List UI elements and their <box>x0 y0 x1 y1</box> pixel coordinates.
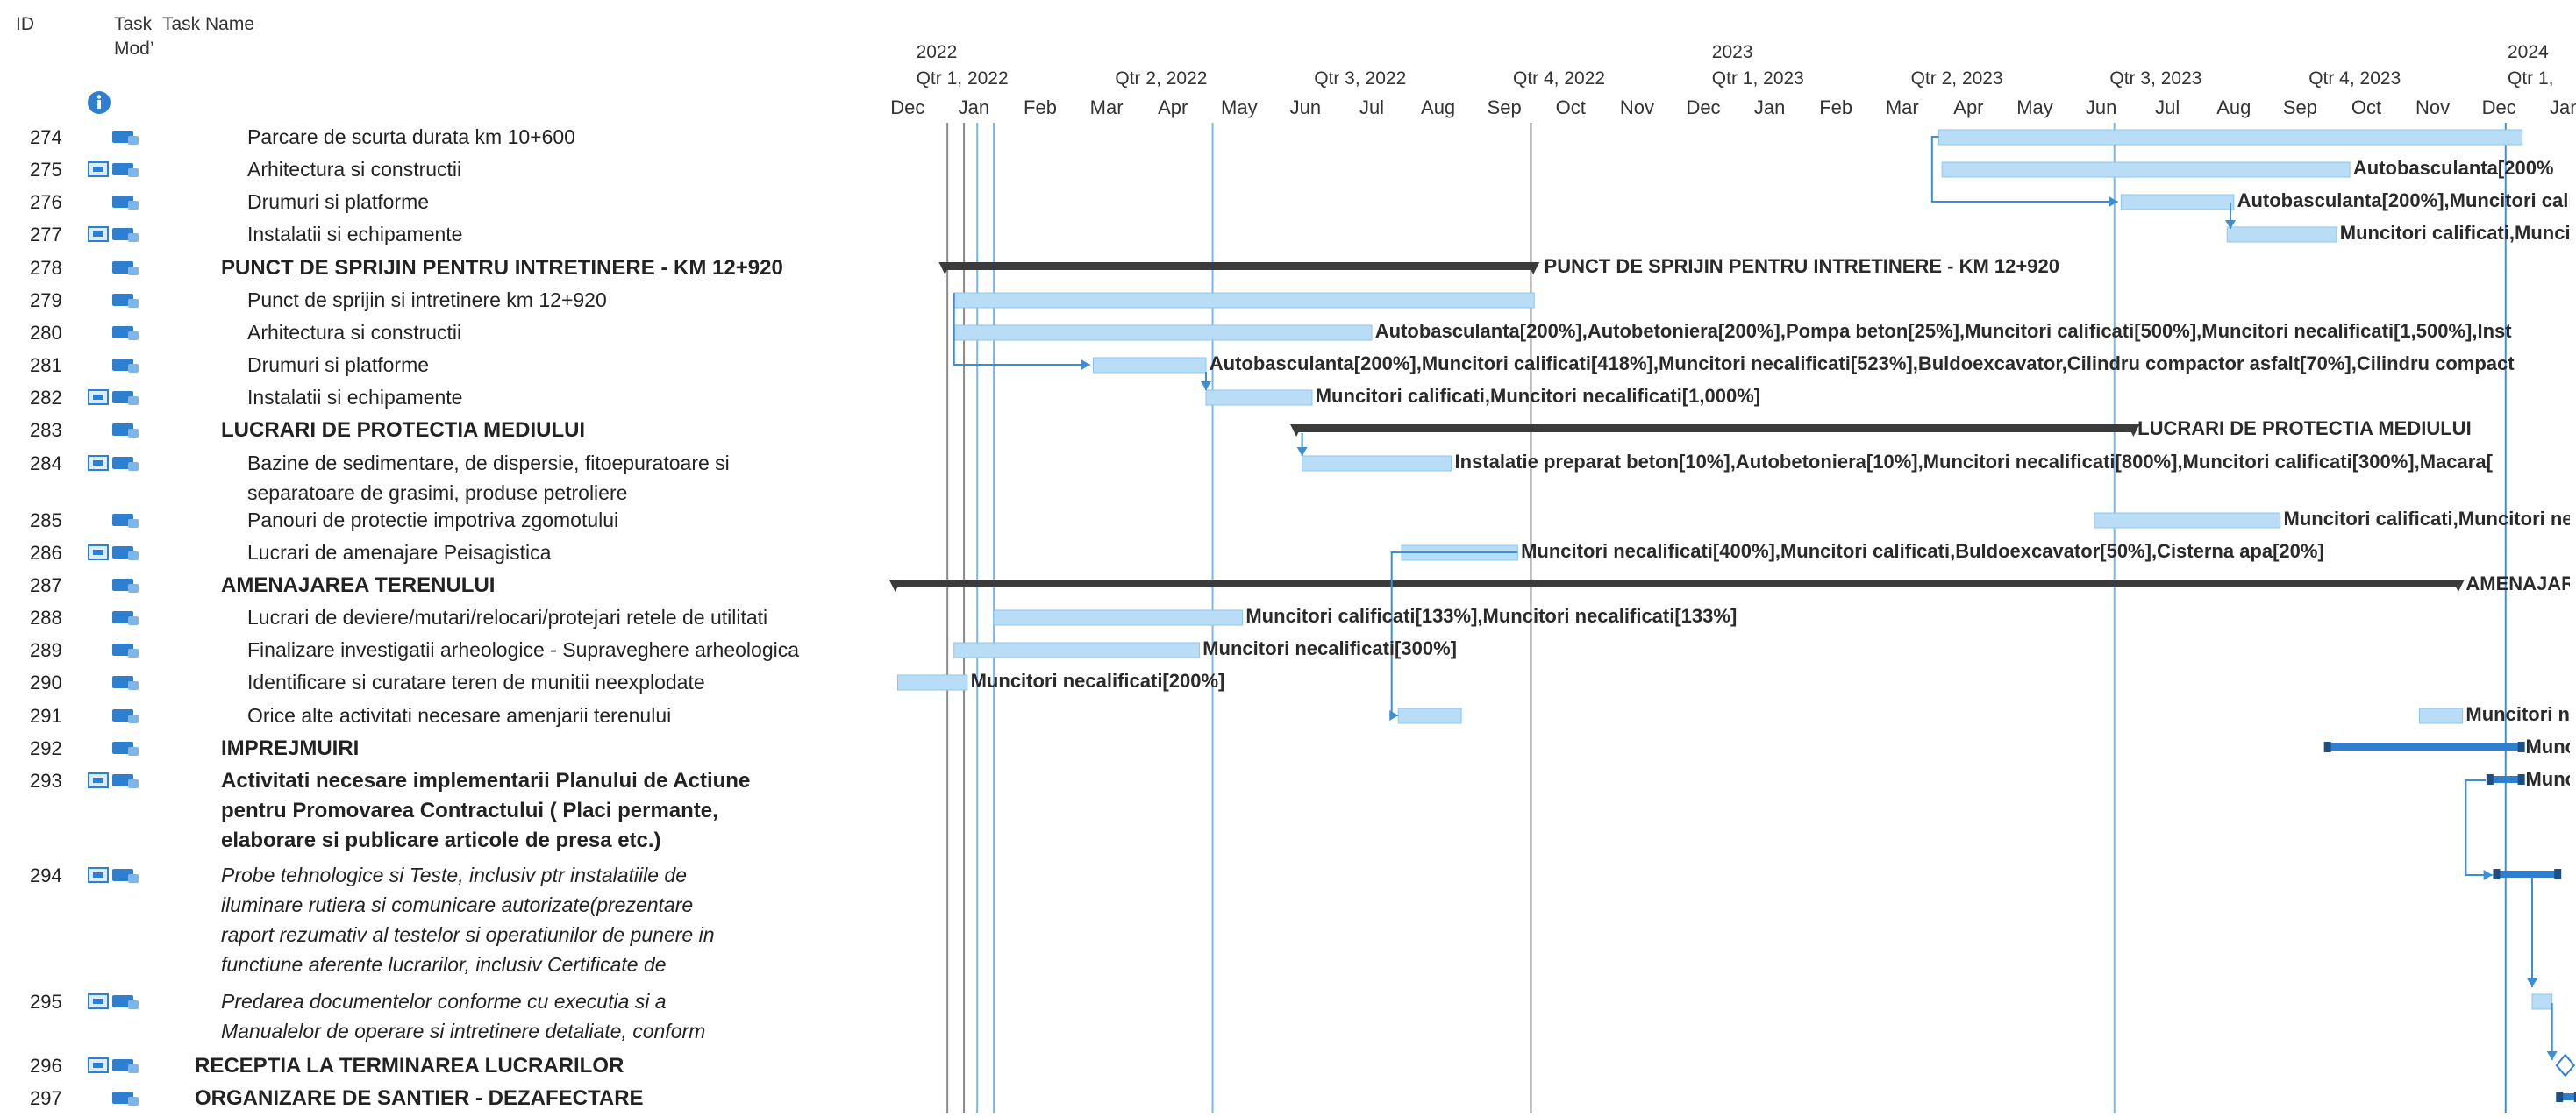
summary-bar[interactable] <box>1295 424 2134 432</box>
task-bar[interactable] <box>2532 994 2552 1009</box>
critical-bar-start-cap[interactable] <box>2487 774 2494 785</box>
summary-bar[interactable] <box>895 580 2459 587</box>
task-bar[interactable] <box>1093 358 1206 373</box>
critical-bar-end-cap[interactable] <box>2554 869 2561 879</box>
dependency-arrow <box>1201 381 1211 390</box>
task-bar[interactable] <box>2094 513 2280 528</box>
bar-resource-label: Muncitori necalificati[300%] <box>1202 637 1457 660</box>
bar-resource-label: Autobasculanta[200%],Muncitori calificat… <box>1210 352 2515 375</box>
dependency-link <box>2465 780 2492 875</box>
critical-bar-start-cap[interactable] <box>2324 742 2331 752</box>
dependency-arrow <box>2109 196 2118 207</box>
critical-bar-end-cap[interactable] <box>2518 774 2525 785</box>
task-bar[interactable] <box>2419 708 2462 723</box>
bar-resource-label: Muncitori necalificati[200%] <box>971 670 1225 693</box>
bar-resource-label: Muncitori necalificati[400%],Muncitori c… <box>1521 540 2324 563</box>
bar-resource-label: Muncitori calificati,Muncitori necalific… <box>2284 508 2571 530</box>
bar-resource-label: LUCRARI DE PROTECTIA MEDIULUI <box>2137 417 2472 440</box>
dependency-arrow <box>1297 447 1308 456</box>
summary-bar[interactable] <box>944 262 1534 270</box>
bar-resource-label: Muncitori calificati,Muncitori <box>2340 222 2570 245</box>
dependency-arrow <box>2527 978 2537 987</box>
bar-resource-label: Instalatie preparat beton[10%],Autobeton… <box>1455 451 2493 473</box>
task-bar[interactable] <box>994 610 1243 625</box>
bar-resource-label: Autobasculanta[200%],Autobetoniera[200%]… <box>1375 320 2512 343</box>
task-bar[interactable] <box>1938 130 2522 145</box>
bar-resource-label: Muncitori calificati[133%],Muncitori nec… <box>1245 605 1737 628</box>
dependency-link <box>1392 552 1518 715</box>
critical-bar-start-cap[interactable] <box>2556 1092 2563 1102</box>
bar-resource-label: Muncito <box>2525 768 2570 791</box>
critical-bar[interactable] <box>2489 776 2522 783</box>
task-bar[interactable] <box>2121 195 2234 210</box>
bar-resource-label: PUNCT DE SPRIJIN PENTRU INTRETINERE - KM… <box>1545 255 2059 278</box>
critical-bar-start-cap[interactable] <box>2493 869 2500 879</box>
bar-resource-label: Muncitori calificati,Muncitori necalific… <box>1316 385 1760 408</box>
task-bar[interactable] <box>954 293 1535 308</box>
bar-resource-label: Muncitori necal <box>2465 703 2570 726</box>
critical-bar[interactable] <box>2327 743 2522 751</box>
milestone-marker <box>2557 1055 2574 1076</box>
task-bar[interactable] <box>1398 708 1461 723</box>
dependency-arrow <box>2547 1051 2558 1060</box>
dependency-arrow <box>1389 710 1398 721</box>
task-bar[interactable] <box>954 643 1200 658</box>
bar-resource-label: AMENAJAREA T <box>2465 573 2570 595</box>
task-bar[interactable] <box>1302 456 1452 471</box>
task-bar[interactable] <box>1942 162 2350 177</box>
critical-bar-end-cap[interactable] <box>2518 742 2525 752</box>
task-bar[interactable] <box>954 325 1372 340</box>
bar-resource-label: Autobasculanta[200% <box>2353 157 2554 180</box>
dependency-arrow <box>1081 359 1090 370</box>
dependency-arrow <box>2484 870 2493 880</box>
bar-resource-label: Muncito <box>2525 736 2570 758</box>
bar-resource-label: Autobasculanta[200%],Muncitori califica <box>2237 189 2570 212</box>
task-bar[interactable] <box>2227 227 2337 242</box>
task-bar[interactable] <box>897 675 967 690</box>
task-bar[interactable] <box>1206 390 1312 405</box>
critical-bar[interactable] <box>2495 871 2558 878</box>
